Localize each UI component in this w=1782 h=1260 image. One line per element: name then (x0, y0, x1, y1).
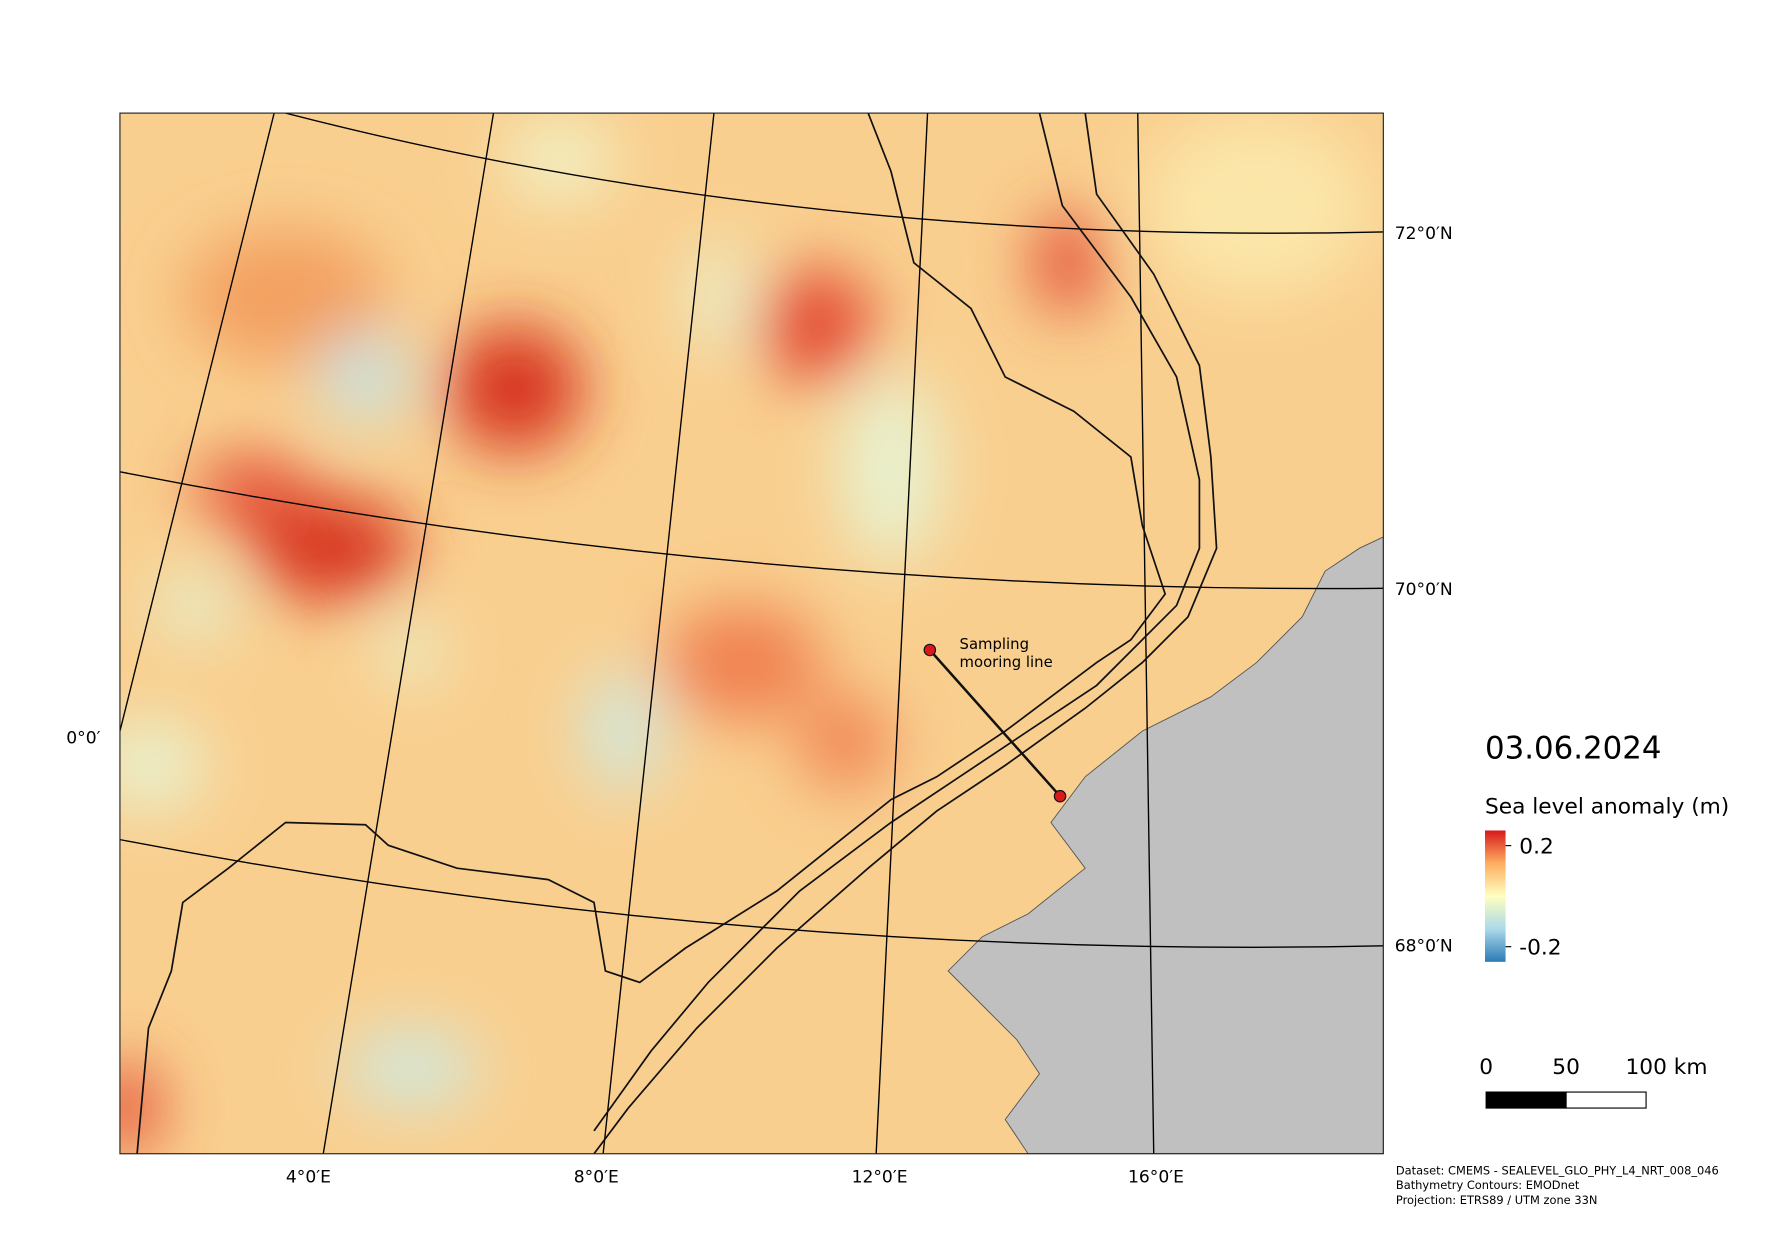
legend-title: Sea level anomaly (m) (1485, 794, 1729, 819)
scale-bar: 0 50 100 km (1479, 1055, 1708, 1109)
lon-label: 8°0′E (574, 1167, 619, 1187)
graticule (119, 113, 1384, 1154)
map-area (119, 113, 1384, 1154)
credit-line: Bathymetry Contours: EMODnet (1396, 1178, 1580, 1192)
map-frame (119, 112, 1384, 1155)
credit-line: Projection: ETRS89 / UTM zone 33N (1396, 1193, 1598, 1207)
scale-segment (1485, 1091, 1567, 1109)
mooring-line-segment (928, 649, 1061, 798)
graticule-labels: 72°0′N 70°0′N 68°0′N 0°0′ 4°0′E 8°0′E 12… (66, 224, 1452, 1188)
credits: Dataset: CMEMS - SEALEVEL_GLO_PHY_L4_NRT… (1396, 1163, 1719, 1207)
mooring-point (1053, 789, 1067, 803)
mooring-line: Sampling mooring line (923, 635, 1067, 803)
annotation: mooring line (960, 653, 1053, 671)
lon-label: 12°0′E (852, 1167, 908, 1187)
scale-label: 100 km (1626, 1055, 1708, 1080)
scale-label: 0 (1479, 1055, 1493, 1080)
colorbar-label: -0.2 (1519, 936, 1561, 961)
lon-label: 4°0′E (286, 1167, 331, 1187)
colorbar (1485, 830, 1506, 962)
mooring-point (923, 643, 937, 657)
bathymetry-contours (136, 113, 1218, 1154)
lon-label: 16°0′E (1128, 1167, 1184, 1187)
lat-label: 68°0′N (1395, 937, 1453, 957)
credit-line: Dataset: CMEMS - SEALEVEL_GLO_PHY_L4_NRT… (1396, 1163, 1719, 1177)
scale-segment (1565, 1091, 1647, 1109)
date-title: 03.06.2024 (1485, 731, 1662, 767)
lat-label: 72°0′N (1395, 224, 1453, 244)
lat-label: 70°0′N (1395, 580, 1453, 600)
annotation: Sampling (960, 635, 1029, 653)
scale-label: 50 (1552, 1055, 1580, 1080)
land (947, 536, 1384, 1154)
lat-label: 0°0′ (66, 729, 100, 749)
colorbar-label: 0.2 (1519, 835, 1554, 860)
anomaly-field (119, 114, 1371, 1154)
